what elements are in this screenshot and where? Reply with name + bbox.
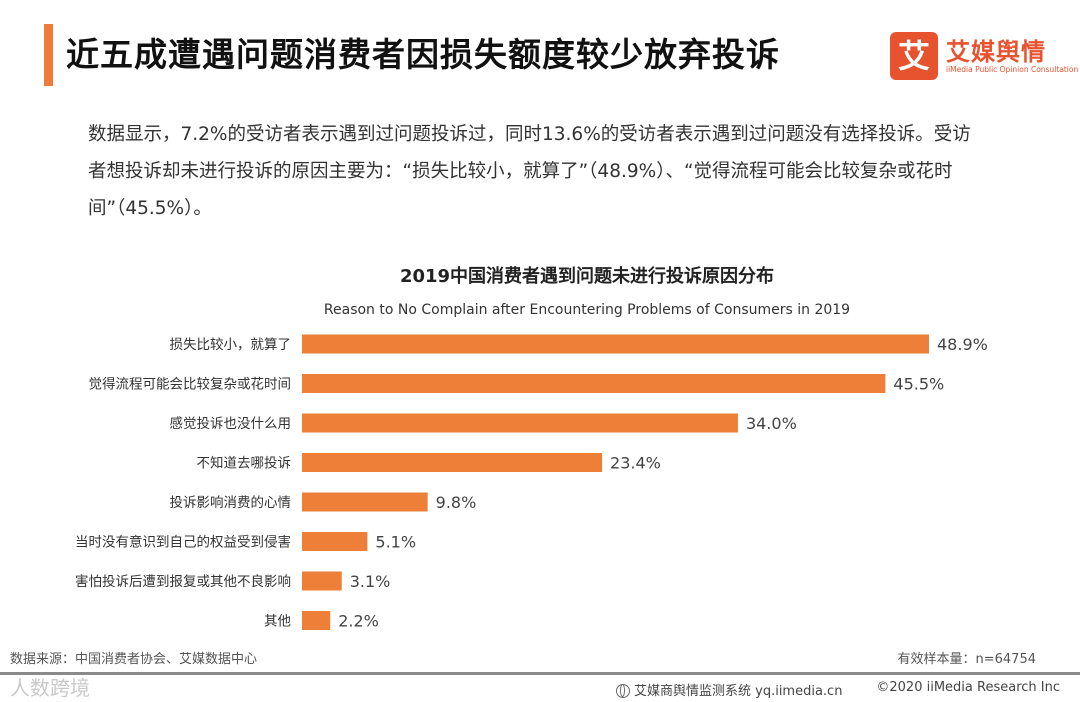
category-label: 害怕投诉后遭到报复或其他不良影响 bbox=[75, 573, 291, 590]
iimedia-logo-icon: 艾 bbox=[890, 32, 938, 80]
bar-chart: 2019中国消费者遇到问题未进行投诉原因分布 Reason to No Comp… bbox=[75, 265, 988, 631]
value-label: 9.8% bbox=[436, 493, 477, 512]
category-label: 其他 bbox=[264, 614, 291, 630]
bar bbox=[302, 453, 603, 472]
page-title: 近五成遭遇问题消费者因损失额度较少放弃投诉 bbox=[66, 35, 780, 74]
title-accent-bar bbox=[44, 24, 53, 86]
monitor-system: 艾媒商舆情监测系统 yq.iimedia.cn bbox=[616, 680, 842, 699]
chart-bars: 损失比较小，就算了 48.9% 觉得流程可能会比较复杂或花时间 45.5% 感觉投诉也没… bbox=[75, 334, 988, 631]
category-label: 不知道去哪投诉 bbox=[197, 455, 292, 472]
iimedia-logo: 艾 艾媒舆情 iiMedia Public Opinion Consultati… bbox=[890, 32, 1078, 80]
category-label: 损失比较小，就算了 bbox=[170, 337, 292, 353]
value-label: 23.4% bbox=[610, 454, 661, 473]
chart-subtitle: Reason to No Complain after Encountering… bbox=[324, 302, 850, 318]
value-label: 48.9% bbox=[937, 335, 988, 354]
monitor-text: 艾媒商舆情监测系统 yq.iimedia.cn bbox=[634, 684, 843, 699]
bar bbox=[302, 334, 929, 354]
value-label: 3.1% bbox=[350, 572, 391, 591]
summary-text: 数据显示，7.2%的受访者表示遇到过问题投诉过，同时13.6%的受访者表示遇到过… bbox=[88, 124, 971, 219]
bar bbox=[302, 492, 428, 512]
bar bbox=[302, 413, 738, 433]
logo-subtitle: iiMedia Public Opinion Consultation bbox=[946, 65, 1079, 74]
value-label: 2.2% bbox=[338, 612, 379, 631]
bar bbox=[302, 532, 368, 551]
logo-mark-text: 艾 bbox=[897, 37, 930, 75]
bar bbox=[302, 374, 886, 393]
category-label: 当时没有意识到自己的权益受到侵害 bbox=[75, 534, 291, 551]
category-label: 觉得流程可能会比较复杂或花时间 bbox=[89, 376, 292, 393]
globe-icon bbox=[616, 684, 630, 698]
footer-divider bbox=[0, 672, 1080, 675]
copyright: ©2020 iiMedia Research Inc bbox=[876, 680, 1060, 695]
watermark: 人数跨境 bbox=[10, 676, 90, 700]
chart-title: 2019中国消费者遇到问题未进行投诉原因分布 bbox=[400, 265, 774, 287]
sample-size: 有效样本量：n=64754 bbox=[897, 652, 1037, 667]
data-source: 数据来源：中国消费者协会、艾媒数据中心 bbox=[10, 652, 258, 667]
value-label: 34.0% bbox=[746, 414, 797, 433]
category-label: 感觉投诉也没什么用 bbox=[170, 415, 292, 432]
logo-name: 艾媒舆情 bbox=[946, 38, 1046, 66]
value-label: 45.5% bbox=[893, 375, 944, 394]
category-label: 投诉影响消费的心情 bbox=[170, 495, 292, 511]
bar bbox=[302, 611, 331, 630]
value-label: 5.1% bbox=[375, 533, 416, 552]
bar bbox=[302, 571, 342, 591]
